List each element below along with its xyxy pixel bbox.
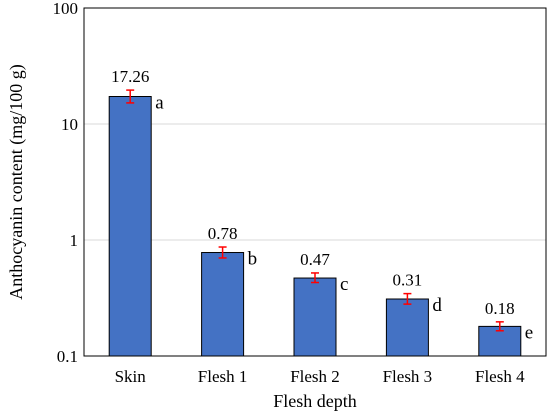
x-tick-label: Flesh 2 [290,367,340,386]
x-tick-label: Flesh 3 [383,367,433,386]
significance-letter: c [340,274,348,295]
x-tick-label: Flesh 1 [198,367,248,386]
y-tick-label: 10 [61,115,78,134]
bar-flesh-1 [201,252,245,357]
data-label: 17.26 [111,67,149,86]
data-label: 0.18 [485,299,515,318]
gridlines [84,123,546,241]
significance-letter: a [155,93,164,114]
significance-letter: e [525,322,533,343]
y-axis-ticks: 0.1 1 10 100 [53,0,79,366]
y-tick-label: 1 [70,231,79,250]
significance-letter: d [432,295,442,316]
y-axis-title: Anthocyanin content (mg/100 g) [6,64,27,299]
bar-skin [108,96,152,357]
plot-area-frame [83,7,547,357]
x-axis-ticks: Skin Flesh 1 Flesh 2 Flesh 3 Flesh 4 [115,367,525,386]
bar-flesh-2 [293,277,337,357]
bars [108,96,522,357]
y-tick-label: 100 [53,0,79,18]
bar-flesh-3 [385,298,429,357]
error-bars [126,89,504,332]
y-tick-label: 0.1 [57,347,78,366]
x-tick-label: Flesh 4 [475,367,525,386]
data-label: 0.78 [208,224,238,243]
x-axis-title: Flesh depth [273,391,357,411]
data-label: 0.47 [300,250,330,269]
data-labels: 17.26 a 0.78 b 0.47 c 0.31 d 0.18 e [111,67,533,343]
data-label: 0.31 [393,271,423,290]
significance-letter: b [248,249,258,270]
x-tick-label: Skin [115,367,147,386]
